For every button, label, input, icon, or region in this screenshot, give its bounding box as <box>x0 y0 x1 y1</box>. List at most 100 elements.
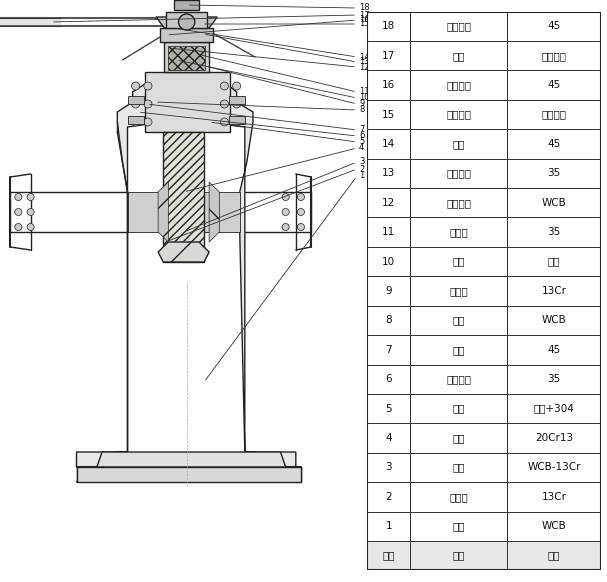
Text: 16: 16 <box>359 16 370 24</box>
Bar <box>367 159 601 188</box>
Text: 阀杆螺母: 阀杆螺母 <box>447 109 472 119</box>
Text: 12: 12 <box>359 62 370 72</box>
Bar <box>367 12 410 41</box>
Text: 压盖螺母: 压盖螺母 <box>447 80 472 90</box>
Circle shape <box>27 208 34 215</box>
Text: 密封面: 密封面 <box>450 492 469 502</box>
Text: 手轮: 手轮 <box>453 51 465 61</box>
Text: 4: 4 <box>385 433 392 443</box>
Text: 1: 1 <box>385 521 392 531</box>
Bar <box>367 364 410 394</box>
Bar <box>367 394 601 423</box>
Bar <box>507 423 601 453</box>
Text: 20Cr13: 20Cr13 <box>535 433 573 443</box>
Text: WCB: WCB <box>542 315 566 325</box>
Text: 8: 8 <box>385 315 392 325</box>
Text: 锁紧螺母: 锁紧螺母 <box>447 22 472 31</box>
Text: 阀杆: 阀杆 <box>453 433 465 443</box>
Text: 45: 45 <box>548 80 561 90</box>
Text: 45: 45 <box>548 22 561 31</box>
Text: 17: 17 <box>382 51 396 61</box>
Text: WCB: WCB <box>542 198 566 208</box>
Text: 5: 5 <box>385 404 392 414</box>
Text: 15: 15 <box>359 20 370 29</box>
Text: 闸板: 闸板 <box>453 463 465 473</box>
Bar <box>507 394 601 423</box>
Text: 2: 2 <box>359 165 364 173</box>
Text: WCB-13Cr: WCB-13Cr <box>527 463 581 473</box>
Text: 名称: 名称 <box>453 551 465 560</box>
Text: 7: 7 <box>385 345 392 355</box>
Text: 9: 9 <box>385 286 392 296</box>
Bar <box>127 96 144 104</box>
Text: 1: 1 <box>359 172 364 180</box>
Bar <box>410 512 507 541</box>
Text: 圆柱销: 圆柱销 <box>450 227 469 237</box>
Bar <box>160 28 213 42</box>
Text: 18: 18 <box>359 3 370 12</box>
Bar <box>507 100 601 129</box>
Bar <box>127 116 144 124</box>
Polygon shape <box>204 82 296 467</box>
Text: 13Cr: 13Cr <box>541 492 567 502</box>
Bar <box>410 70 507 100</box>
Bar <box>507 247 601 276</box>
Circle shape <box>282 193 289 201</box>
Bar <box>168 46 205 70</box>
Circle shape <box>27 223 34 230</box>
Bar <box>367 70 601 100</box>
Bar <box>410 12 507 41</box>
Bar <box>410 306 507 335</box>
Circle shape <box>132 118 140 126</box>
Circle shape <box>232 100 241 108</box>
Text: 阀体: 阀体 <box>453 521 465 531</box>
Bar <box>367 335 601 364</box>
Bar <box>367 512 601 541</box>
Bar <box>367 41 410 70</box>
Circle shape <box>144 100 152 108</box>
Text: 13: 13 <box>382 168 396 178</box>
Bar <box>145 72 229 132</box>
Bar <box>367 335 410 364</box>
Bar <box>507 276 601 306</box>
Text: 螺母: 螺母 <box>453 345 465 355</box>
Bar <box>367 394 410 423</box>
Bar <box>507 70 601 100</box>
Circle shape <box>220 100 228 108</box>
Circle shape <box>297 193 305 201</box>
Bar <box>367 218 410 247</box>
Bar <box>410 100 507 129</box>
Text: 35: 35 <box>548 168 561 178</box>
Circle shape <box>144 118 152 126</box>
Polygon shape <box>163 132 204 262</box>
Bar <box>367 364 601 394</box>
Bar <box>410 129 507 159</box>
Bar <box>367 247 410 276</box>
Text: 14: 14 <box>359 52 370 62</box>
Text: 35: 35 <box>548 374 561 384</box>
Bar <box>507 188 601 218</box>
Text: 16: 16 <box>382 80 396 90</box>
Text: 17: 17 <box>359 10 370 20</box>
Circle shape <box>15 208 22 215</box>
Polygon shape <box>156 17 217 28</box>
Bar <box>507 159 601 188</box>
Polygon shape <box>97 452 286 467</box>
Circle shape <box>144 82 152 90</box>
Bar <box>166 12 207 28</box>
Text: 6: 6 <box>359 132 364 140</box>
Bar <box>367 276 410 306</box>
Text: 上密封: 上密封 <box>450 286 469 296</box>
Bar <box>367 541 410 570</box>
Polygon shape <box>158 242 209 262</box>
Text: 11: 11 <box>382 227 396 237</box>
Bar <box>76 467 301 482</box>
Circle shape <box>15 193 22 201</box>
Bar <box>410 364 507 394</box>
Bar <box>410 159 507 188</box>
Bar <box>410 41 507 70</box>
Bar <box>228 96 245 104</box>
Bar <box>367 453 601 482</box>
Bar <box>507 541 601 570</box>
Bar <box>507 364 601 394</box>
